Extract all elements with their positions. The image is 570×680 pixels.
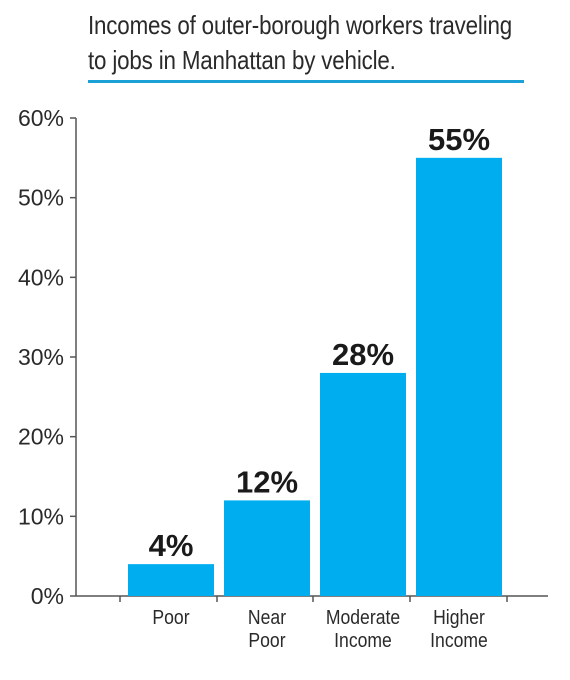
y-tick-label: 60% [18,105,64,131]
x-category-label: Income [430,629,488,651]
x-category-label: Moderate [326,606,400,628]
title-underline [88,80,524,83]
x-category-label: Higher [433,606,485,628]
chart-title-line-2: to jobs in Manhattan by vehicle. [88,45,396,75]
x-category-label: Near [248,606,286,628]
chart-title: Incomes of outer-borough workers traveli… [88,8,513,78]
x-category-label: Poor [152,606,189,628]
bar [320,372,406,596]
bar-value-label: 4% [149,528,194,563]
bar-value-label: 12% [236,464,298,499]
y-tick-label: 10% [18,503,64,529]
x-category-label: Poor [248,629,285,651]
y-tick-label: 50% [18,185,64,211]
bar [128,564,214,596]
y-tick-label: 0% [31,583,64,609]
bar [224,500,310,596]
bar-value-label: 28% [332,337,394,372]
x-category-label: Income [334,629,392,651]
chart-title-line-1: Incomes of outer-borough workers traveli… [88,10,513,40]
bar-value-label: 55% [428,122,490,157]
y-tick-label: 20% [18,424,64,450]
y-tick-label: 30% [18,344,64,370]
bar [416,157,502,597]
y-tick-label: 40% [18,264,64,290]
